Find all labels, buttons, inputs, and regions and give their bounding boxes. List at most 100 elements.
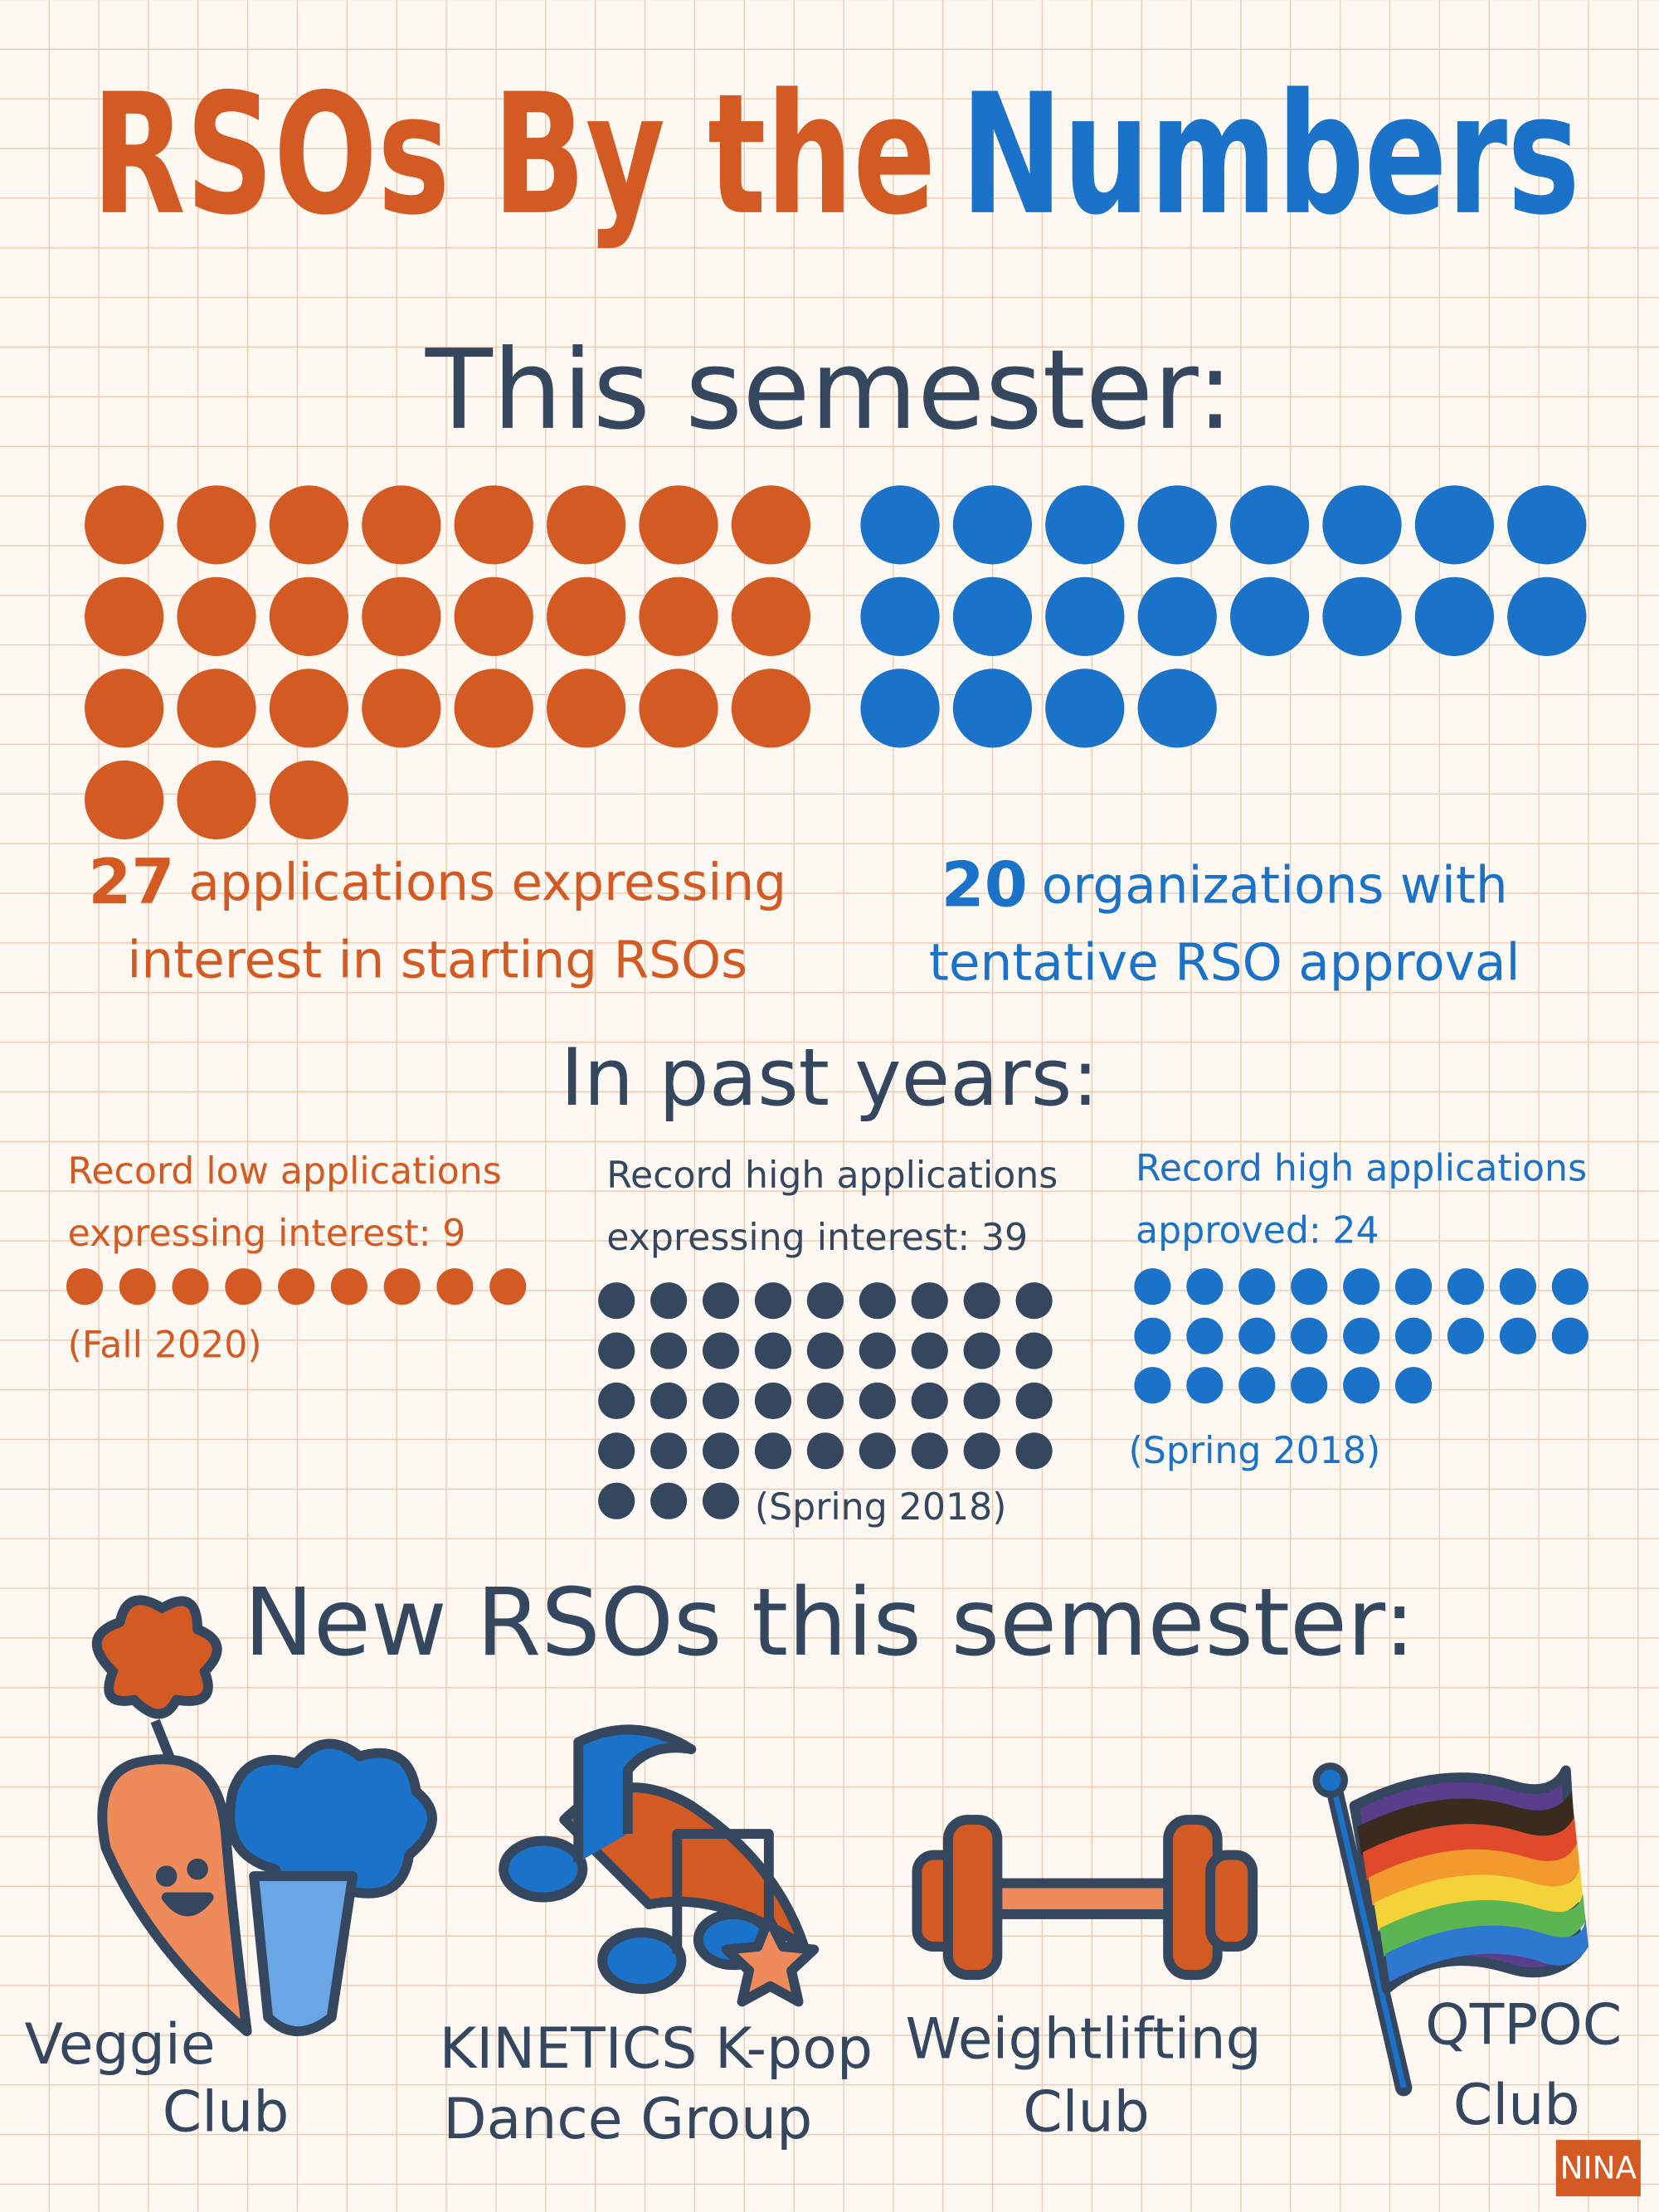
dot [1134, 1268, 1171, 1305]
dot [362, 485, 441, 565]
dot [860, 668, 940, 748]
dot [806, 1282, 844, 1320]
record-line: Record low applications [68, 1150, 502, 1193]
dot [1551, 1268, 1588, 1305]
dot [702, 1332, 740, 1369]
dot [85, 576, 164, 656]
dumbbell-icon [912, 1815, 1258, 1981]
dot [598, 1382, 635, 1420]
club-name: Weightlifting [905, 2006, 1261, 2072]
dot [177, 668, 256, 748]
record-label: approved: [1136, 1210, 1321, 1252]
dot [172, 1268, 209, 1305]
section-heading: New RSOs this semester: [244, 1569, 1415, 1677]
dot [1229, 485, 1310, 565]
dot [1238, 1317, 1276, 1354]
club-name: QTPOC [1425, 1992, 1622, 2058]
dot [598, 1332, 635, 1369]
dot [85, 668, 164, 748]
dot [1499, 1268, 1537, 1305]
dot [1322, 576, 1402, 656]
club-name: Veggie [24, 2012, 215, 2078]
dot [1447, 1317, 1485, 1354]
dot [1229, 576, 1310, 656]
dot [362, 576, 441, 656]
item-text: 27 applications expressing [88, 846, 786, 918]
signature: NINA [1560, 2149, 1637, 2185]
title-part: RSOs By the [92, 59, 937, 252]
dot [1507, 576, 1587, 656]
dot [1414, 576, 1495, 656]
club-name: KINETICS K-pop [440, 2016, 873, 2082]
dot [754, 1332, 792, 1369]
dot [489, 1268, 527, 1305]
dot [547, 485, 626, 565]
dot [598, 1282, 635, 1320]
signature-box [1555, 2140, 1641, 2197]
dot [860, 576, 940, 656]
dot [952, 576, 1033, 656]
dot [911, 1432, 948, 1470]
dot [1238, 1367, 1276, 1404]
dot [383, 1268, 421, 1305]
dot [702, 1482, 740, 1519]
dot [1137, 485, 1217, 565]
dot [702, 1382, 740, 1420]
record-period: (Spring 2018) [1129, 1430, 1381, 1472]
dot [754, 1382, 792, 1420]
dot [547, 668, 626, 748]
dot [362, 668, 441, 748]
record-count: 9 [442, 1213, 465, 1255]
dot [1394, 1317, 1433, 1354]
dot [911, 1382, 948, 1420]
title: RSOs By theNumbers [92, 59, 1580, 252]
dot [650, 1482, 688, 1519]
dot [225, 1268, 262, 1305]
dot [859, 1432, 896, 1470]
dot [1186, 1367, 1224, 1404]
music-icon [499, 1724, 820, 2007]
dot [177, 485, 256, 565]
dot [1045, 668, 1125, 748]
club-name: Club [1453, 2073, 1580, 2138]
dot [754, 1282, 792, 1320]
dot [639, 485, 718, 565]
dot [454, 668, 533, 748]
record-count: 39 [981, 1217, 1028, 1259]
dot [963, 1432, 1000, 1470]
dot [1322, 485, 1402, 565]
record-line: Record high applications [606, 1155, 1058, 1197]
dot [1551, 1317, 1588, 1354]
dot [1414, 485, 1495, 565]
dot [952, 668, 1033, 748]
record-period: (Spring 2018) [755, 1486, 1007, 1529]
record-period: (Fall 2020) [68, 1324, 262, 1366]
dot [650, 1282, 688, 1320]
dot [1045, 576, 1125, 656]
dot [806, 1432, 844, 1470]
dot [639, 576, 718, 656]
club-name: Club [1023, 2080, 1150, 2146]
dot [1137, 576, 1217, 656]
dot [278, 1268, 315, 1305]
dot [731, 485, 811, 565]
club-name: Dance Group [443, 2087, 812, 2152]
dot [1238, 1268, 1276, 1305]
dot [1015, 1382, 1053, 1420]
title-part: Numbers [961, 59, 1580, 252]
dot [269, 576, 349, 656]
dot [963, 1382, 1000, 1420]
dot [598, 1432, 635, 1470]
section-heading: In past years: [561, 1033, 1099, 1124]
veggie-icon [91, 1595, 437, 2037]
dot [702, 1282, 740, 1320]
dot [754, 1432, 792, 1470]
dot [177, 576, 256, 656]
dot [119, 1268, 156, 1305]
item-line: organizations with [1042, 856, 1508, 915]
dot [269, 760, 349, 840]
dot [177, 760, 256, 840]
dot [269, 485, 349, 565]
dot [1343, 1317, 1380, 1354]
